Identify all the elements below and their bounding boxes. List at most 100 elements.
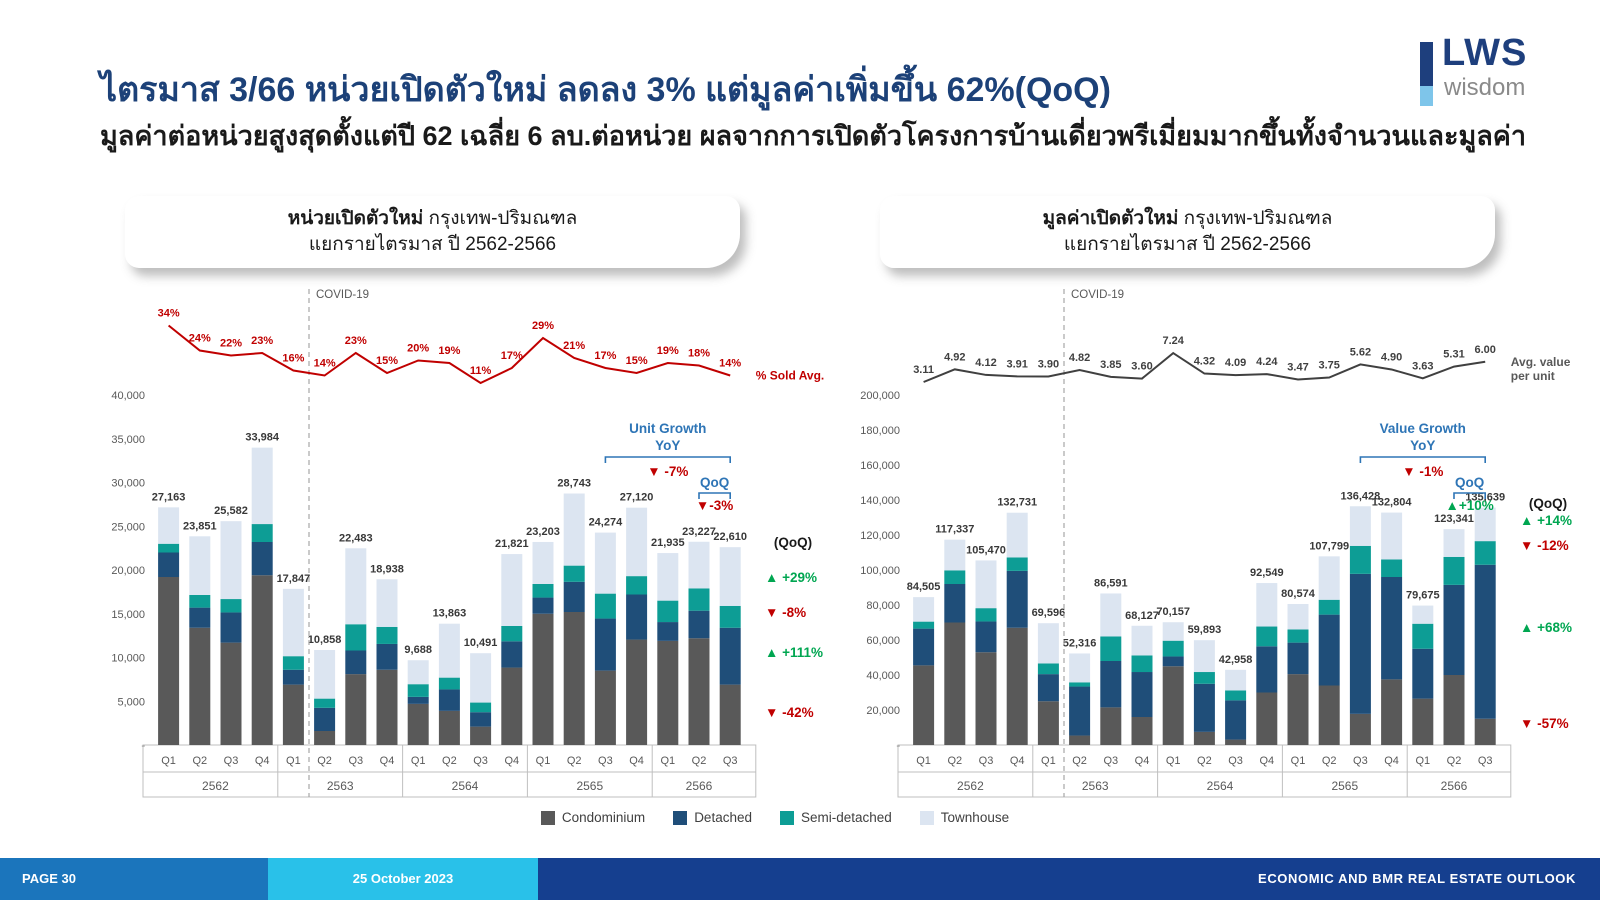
bar-segment-townhouse xyxy=(314,649,336,699)
quarter-label: Q3 xyxy=(348,755,363,767)
segment-qoq-condominium: ▼ -57% xyxy=(1520,716,1569,731)
bar-segment-semi-detached xyxy=(657,600,679,623)
footer-report-title: ECONOMIC AND BMR REAL ESTATE OUTLOOK xyxy=(538,858,1600,900)
line-point-label: 3.91 xyxy=(1006,358,1027,370)
bar-segment-condominium xyxy=(1381,679,1403,745)
y-axis-tick: 40,000 xyxy=(111,390,145,402)
line-point-label: 17% xyxy=(594,350,616,362)
units-chart-title: หน่วยเปิดตัวใหม่ กรุงเทพ-ปริมณฑล xyxy=(287,208,578,229)
line-point-label: 7.24 xyxy=(1162,335,1184,347)
growth-subtitle: YoY xyxy=(655,438,680,453)
bar-segment-semi-detached xyxy=(626,576,648,595)
line-point-label: 6.00 xyxy=(1474,344,1495,356)
bar-segment-townhouse xyxy=(376,579,398,627)
quarter-label: Q2 xyxy=(442,755,457,767)
y-axis-tick: 20,000 xyxy=(866,705,900,717)
bar-segment-townhouse xyxy=(1006,512,1028,558)
y-axis-tick: 160,000 xyxy=(860,460,900,472)
bar-segment-townhouse xyxy=(189,536,211,595)
line-point-label: 16% xyxy=(282,353,304,365)
bar-segment-condominium xyxy=(1037,701,1059,745)
quarter-label: Q1 xyxy=(1291,755,1306,767)
bar-segment-detached xyxy=(158,552,180,577)
bar-segment-condominium xyxy=(1162,666,1184,745)
bar-segment-condominium xyxy=(1069,735,1091,745)
line-point-label: 5.62 xyxy=(1350,346,1371,358)
line-point-label: 4.24 xyxy=(1256,356,1278,368)
bar-segment-condominium xyxy=(376,669,398,745)
bar-total-label: 21,935 xyxy=(651,537,685,549)
bar-total-label: 42,958 xyxy=(1219,654,1253,666)
line-point-label: 4.92 xyxy=(944,351,965,363)
line-point-label: 20% xyxy=(407,343,429,355)
qoq-bracket xyxy=(698,492,731,499)
quarter-label: Q3 xyxy=(1228,755,1243,767)
line-point-label: 14% xyxy=(314,358,336,370)
bar-segment-detached xyxy=(944,584,966,623)
bar-segment-townhouse xyxy=(944,539,966,571)
bar-segment-condominium xyxy=(594,670,616,745)
bar-segment-condominium xyxy=(688,638,710,745)
bar-segment-townhouse xyxy=(220,521,242,600)
qoq-change-value: ▼-3% xyxy=(696,498,733,513)
bar-total-label: 22,610 xyxy=(713,531,747,543)
legend-item-townhouse: Townhouse xyxy=(919,810,1009,825)
bar-total-label: 23,851 xyxy=(183,520,217,532)
bar-total-label: 17,847 xyxy=(277,573,311,585)
bar-total-label: 18,938 xyxy=(370,563,404,575)
bar-segment-detached xyxy=(1412,648,1434,699)
y-axis-tick: 20,000 xyxy=(111,565,145,577)
bar-segment-townhouse xyxy=(532,541,554,584)
line-point-label: 4.82 xyxy=(1069,352,1090,364)
bar-total-label: 70,157 xyxy=(1156,606,1190,618)
units-chart-title-card: หน่วยเปิดตัวใหม่ กรุงเทพ-ปริมณฑล แยกรายไ… xyxy=(125,196,740,268)
bar-segment-townhouse xyxy=(1474,507,1496,542)
line-point-label: 4.90 xyxy=(1381,351,1402,363)
launch-value-chart: 200,000 180,000 160,000 140,000 120,000 100,0… xyxy=(860,289,1572,798)
bar-total-label: 136,428 xyxy=(1341,490,1381,502)
growth-title: Value Growth xyxy=(1380,421,1466,436)
bar-segment-condominium xyxy=(1349,713,1371,745)
quarter-label: Q2 xyxy=(1447,755,1462,767)
bar-segment-detached xyxy=(1349,573,1371,714)
quarter-label: Q1 xyxy=(1166,755,1181,767)
bar-segment-semi-detached xyxy=(1162,640,1184,657)
bar-segment-detached xyxy=(657,622,679,641)
detached-swatch-icon xyxy=(673,810,688,825)
qoq-title: QoQ xyxy=(700,475,729,490)
quarter-label: Q3 xyxy=(224,755,239,767)
value-chart-panel: มูลค่าเปิดตัวใหม่ กรุงเทพ-ปริมณฑล แยกราย… xyxy=(850,196,1600,841)
bar-total-label: 13,863 xyxy=(433,608,467,620)
bar-segment-townhouse xyxy=(470,653,492,703)
bar-segment-townhouse xyxy=(688,541,710,589)
logo-bar-accent-icon xyxy=(1420,86,1433,106)
legend-label: Semi-detached xyxy=(800,810,892,825)
year-label: 2564 xyxy=(1207,779,1234,793)
bar-segment-townhouse xyxy=(1287,603,1309,630)
quarter-label: Q2 xyxy=(692,755,707,767)
bar-total-label: 86,591 xyxy=(1094,577,1128,589)
qoq-bracket xyxy=(1453,492,1486,499)
bar-total-label: 33,984 xyxy=(245,432,280,444)
page-subtitle: มูลค่าต่อหน่วยสูงสุดตั้งแต่ปี 62 เฉลี่ย … xyxy=(100,121,1527,151)
covid-label: COVID-19 xyxy=(316,289,369,301)
year-label: 2566 xyxy=(686,779,713,793)
bar-segment-semi-detached xyxy=(314,698,336,708)
units-chart-panel: หน่วยเปิดตัวใหม่ กรุงเทพ-ปริมณฑล แยกรายไ… xyxy=(95,196,845,841)
bar-total-label: 27,163 xyxy=(152,491,186,503)
segment-qoq-detached: ▲ +68% xyxy=(1520,620,1572,635)
bar-segment-condominium xyxy=(913,665,935,745)
bar-segment-townhouse xyxy=(501,554,523,626)
segment-qoq-townhouse: ▲ +29% xyxy=(765,570,817,585)
y-axis-tick: 100,000 xyxy=(860,565,900,577)
bar-segment-townhouse xyxy=(1193,640,1215,673)
bar-segment-detached xyxy=(1318,614,1340,686)
bar-segment-townhouse xyxy=(1256,583,1278,627)
bar-segment-semi-detached xyxy=(1256,626,1278,647)
bar-total-label: 69,596 xyxy=(1032,607,1066,619)
value-chart-title-line2: แยกรายไตรมาส ปี 2562-2566 xyxy=(1063,234,1312,255)
bar-total-label: 52,316 xyxy=(1063,637,1097,649)
y-axis-tick: 200,000 xyxy=(860,390,900,402)
quarter-label: Q1 xyxy=(1415,755,1430,767)
line-point-label: 15% xyxy=(376,355,398,367)
